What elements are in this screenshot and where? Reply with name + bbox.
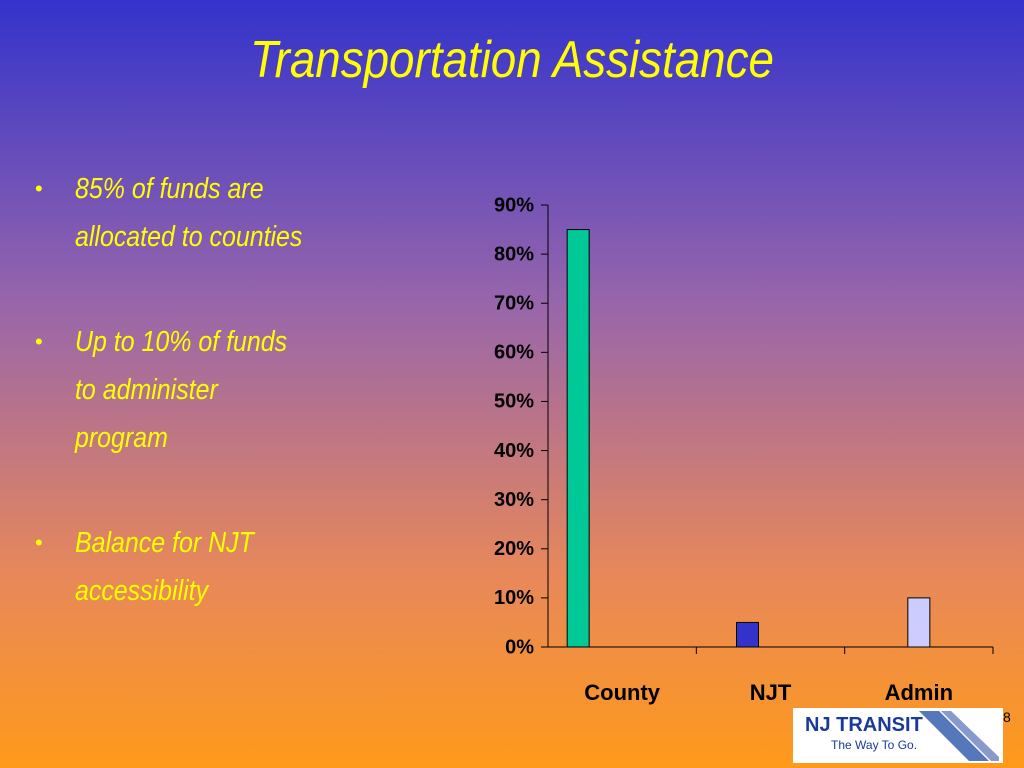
bullet: • 85% of funds are allocated to counties xyxy=(35,165,339,261)
y-tick-label: 0% xyxy=(505,636,534,658)
logo-stripes xyxy=(919,711,999,761)
bullet: • Balance for NJT accessibility xyxy=(35,519,339,615)
bullet-line: to administer xyxy=(75,374,218,406)
page-number: 8 xyxy=(1003,709,1011,725)
y-tick-label: 70% xyxy=(494,293,534,315)
bullet-line: accessibility xyxy=(75,575,209,607)
logo: NJ TRANSIT The Way To Go. xyxy=(793,708,1003,763)
y-tick-label: 90% xyxy=(494,194,534,216)
x-tick-label: NJT xyxy=(750,680,792,705)
bar xyxy=(566,229,590,648)
y-tick-label: 40% xyxy=(494,440,534,462)
y-tick-label: 20% xyxy=(494,538,534,560)
bullet-list: • 85% of funds are allocated to counties • U… xyxy=(35,165,339,672)
slide-title: Transportation Assistance xyxy=(250,31,774,89)
logo-name: NJ TRANSIT xyxy=(805,714,923,736)
y-tick-label: 10% xyxy=(494,587,534,609)
y-tick-label: 30% xyxy=(494,489,534,511)
bullet-dot: • xyxy=(35,176,43,201)
y-tick-label: 50% xyxy=(494,391,534,413)
bullet-line: 85% of funds are xyxy=(75,173,264,205)
y-tick-label: 60% xyxy=(494,342,534,364)
x-tick-label: Admin xyxy=(885,680,953,705)
bullet-dot: • xyxy=(35,530,43,555)
bullet-line: allocated to counties xyxy=(75,221,303,253)
bullet-line: Balance for NJT xyxy=(75,527,254,559)
y-tick-label: 80% xyxy=(494,243,534,265)
x-tick-label: County xyxy=(584,680,661,705)
bullet-dot: • xyxy=(35,329,43,354)
logo-tagline: The Way To Go. xyxy=(831,738,918,752)
bullet: • Up to 10% of funds to administer program xyxy=(35,318,339,462)
bar xyxy=(907,597,931,648)
bullet-line: program xyxy=(75,422,168,454)
bullet-line: Up to 10% of funds xyxy=(75,326,288,358)
bar xyxy=(736,621,759,648)
